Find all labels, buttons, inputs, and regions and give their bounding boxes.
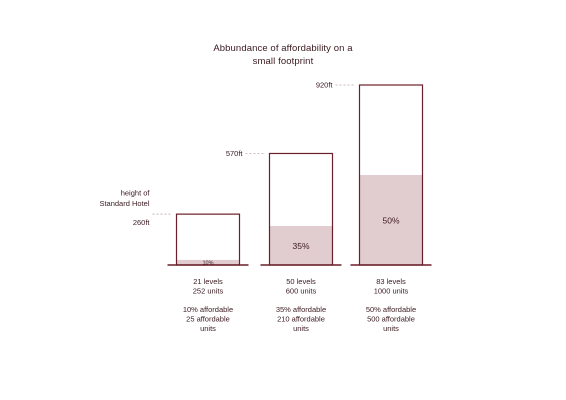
bar-affordable-fill (359, 175, 423, 265)
bar-info-line: 21 levels (193, 277, 223, 286)
bar-affordable-line: units (383, 324, 399, 333)
bar-affordable-line: units (200, 324, 216, 333)
bar-affordable-line: 210 affordable (277, 315, 325, 324)
bar-affordable-line: 10% affordable (183, 305, 233, 314)
height-note-line: Standard Hotel (99, 199, 149, 208)
bar-affordable-line: 35% affordable (276, 305, 326, 314)
bar-info-line: 252 units (193, 287, 224, 296)
bar-outline (175, 213, 241, 266)
bar-affordable-line: units (293, 324, 309, 333)
bar-info-line: 50 levels (286, 277, 316, 286)
height-note-line: height of (121, 189, 151, 198)
height-label: 570ft (226, 149, 244, 158)
bar-percent-label: 10% (202, 260, 213, 266)
height-label: 260ft (133, 218, 151, 227)
height-label: 920ft (316, 81, 334, 90)
bar-affordable-fill (269, 225, 333, 265)
bar-percent-label: 50% (382, 216, 399, 226)
bar-percent-label: 35% (292, 241, 309, 251)
bar-affordable-line: 50% affordable (366, 305, 416, 314)
bar-info-line: 600 units (286, 287, 317, 296)
chart-title-line-2: small footprint (252, 56, 314, 67)
bar-info-line: 1000 units (374, 287, 409, 296)
chart-title-line-1: Abbundance of affordability on a (213, 43, 353, 54)
bar-affordable-line: 500 affordable (367, 315, 415, 324)
bar-affordable-fill (176, 259, 240, 265)
bar-info-line: 83 levels (376, 277, 406, 286)
bar-affordable-line: 25 affordable (186, 315, 230, 324)
